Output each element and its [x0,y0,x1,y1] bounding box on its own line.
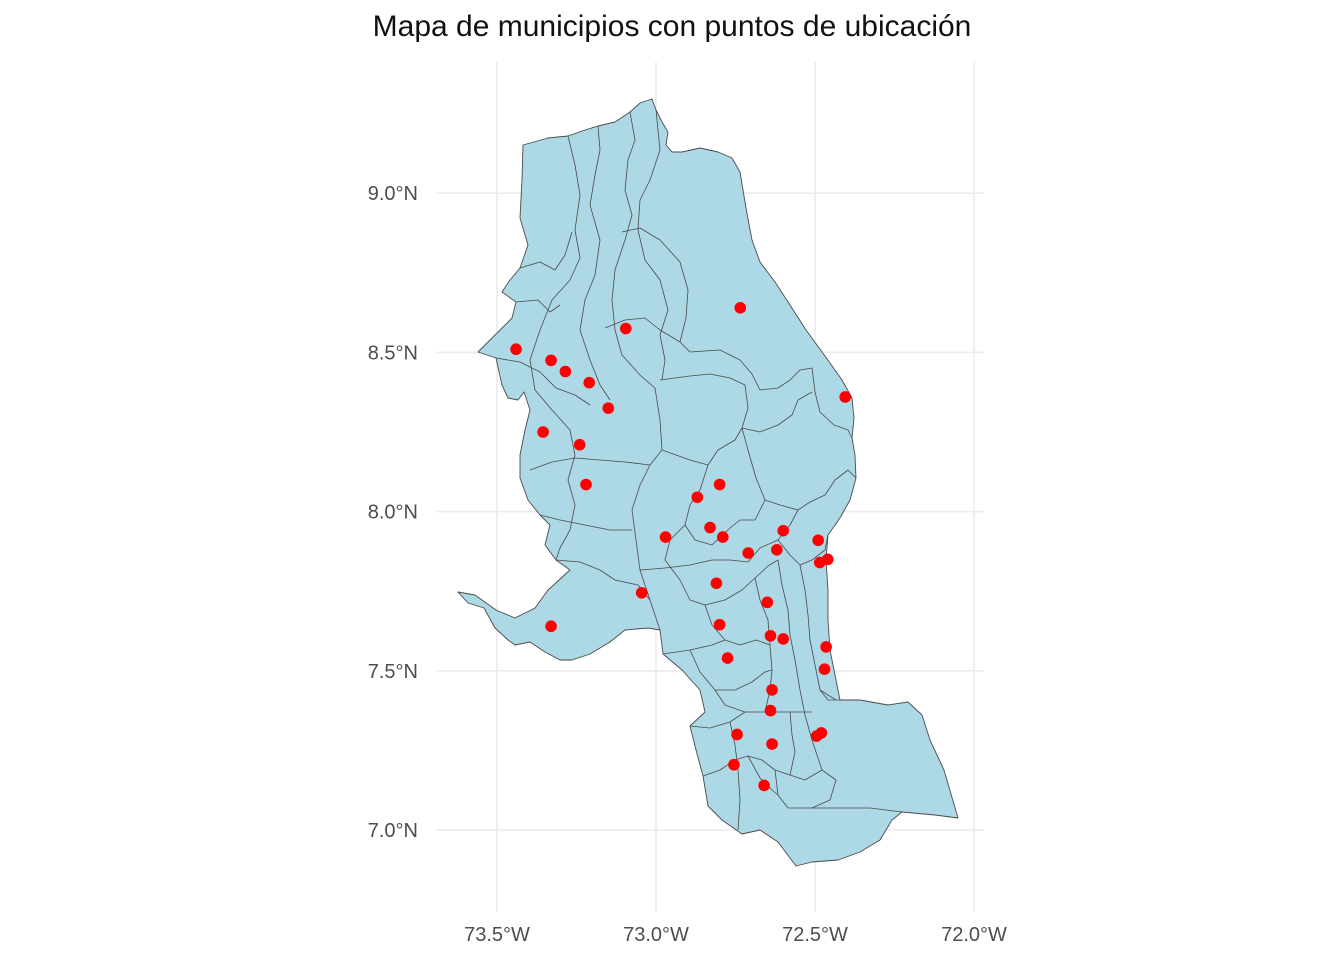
location-point [764,629,777,642]
location-point [777,524,789,537]
location-point [704,521,716,534]
location-point [619,322,632,335]
location-point [635,586,648,599]
location-point [764,704,777,717]
location-point [777,633,789,645]
location-point [728,758,740,771]
location-point [766,684,778,696]
y-tick-label: 9.0°N [368,183,418,205]
location-point [742,547,755,559]
location-point [716,531,729,543]
municipality-borders [495,109,903,831]
location-point [559,365,572,378]
location-point [710,577,723,590]
location-point [813,556,826,569]
y-axis-ticks: 9.0°N 8.5°N 8.0°N 7.5°N 7.0°N [368,183,418,842]
x-tick-label: 72.0°W [941,924,1007,946]
location-point [812,534,824,547]
location-point [580,478,592,491]
location-point [818,663,831,676]
location-point [761,596,774,609]
x-tick-label: 72.5°W [782,924,848,946]
location-point [545,354,557,367]
location-point [713,478,726,491]
location-point [583,376,596,389]
location-point [839,391,852,403]
x-tick-label: 73.5°W [464,924,530,946]
department-outline [457,98,959,867]
location-point [731,728,743,741]
location-point [721,652,734,664]
location-point [537,426,549,438]
location-point [810,730,823,742]
y-tick-label: 8.5°N [368,342,418,364]
y-tick-label: 7.5°N [368,661,418,683]
location-point [734,302,747,314]
location-point [691,491,704,504]
location-point [820,641,832,653]
x-tick-label: 73.0°W [623,924,689,946]
location-points [510,302,852,792]
location-point [771,544,783,556]
location-point [758,779,770,792]
y-tick-label: 8.0°N [368,502,418,524]
location-point [766,738,778,750]
x-axis-ticks: 73.5°W 73.0°W 72.5°W 72.0°W [464,924,1007,946]
location-point [573,438,586,451]
location-point [510,343,522,356]
location-point [602,402,615,414]
y-tick-label: 7.0°N [368,820,418,842]
location-point [659,531,672,543]
map-title: Mapa de municipios con puntos de ubicaci… [372,10,972,43]
location-point [713,618,726,631]
location-point [545,620,557,633]
